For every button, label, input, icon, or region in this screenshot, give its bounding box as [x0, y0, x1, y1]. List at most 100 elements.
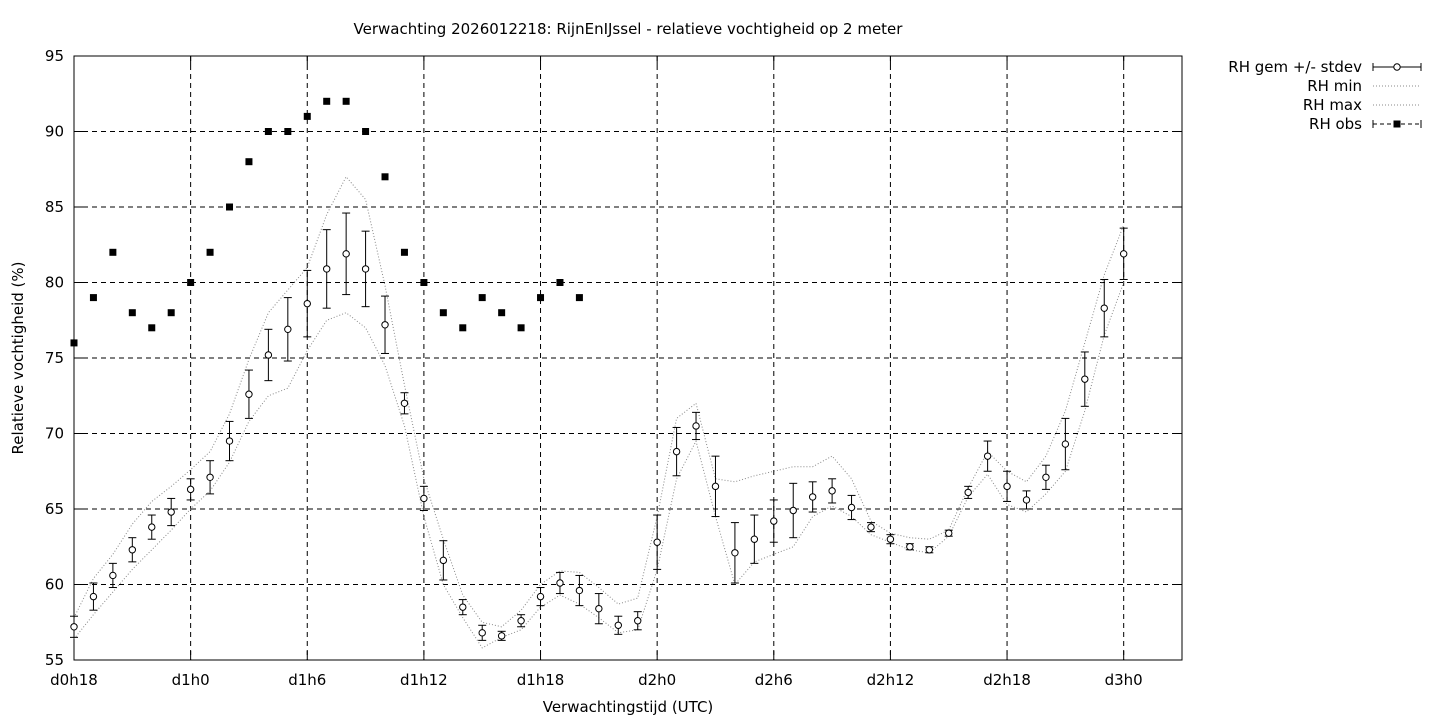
rh-obs-point [109, 248, 117, 256]
y-tick-label: 70 [45, 425, 64, 443]
rh-mean-point [672, 447, 681, 456]
x-tick-label: d1h12 [400, 671, 448, 689]
grid-lines [73, 56, 1182, 660]
rh-mean-point [148, 523, 156, 531]
y-tick-label: 75 [45, 349, 64, 367]
rh-mean-point [109, 571, 117, 580]
legend-label-obs: RH obs [1309, 115, 1362, 133]
x-tick-label: d3h0 [1105, 671, 1143, 689]
y-tick-label: 55 [45, 651, 64, 669]
rh-obs-point [323, 97, 331, 105]
rh-mean-point [828, 487, 836, 495]
x-tick-label: d1h18 [517, 671, 565, 689]
rh-mean-point [361, 265, 370, 273]
rh-obs-point [70, 339, 78, 347]
rh-mean-point [770, 517, 778, 525]
rh-mean-point [1061, 440, 1070, 448]
rh-mean-point [206, 473, 214, 481]
legend-sample-obs-marker [1393, 120, 1401, 128]
rh-mean-point [634, 617, 642, 625]
rh-mean-point [983, 452, 992, 460]
rh-obs-point [400, 248, 408, 256]
rh-mean-point [439, 556, 448, 565]
rh-obs-point [575, 294, 583, 302]
rh-obs-point [556, 279, 564, 286]
x-tick-label: d1h0 [172, 671, 210, 689]
rh-obs-point [439, 309, 447, 317]
x-axis-label: Verwachtingstijd (UTC) [543, 698, 714, 716]
rh-mean-point [1119, 250, 1128, 258]
rh-obs-point [226, 203, 234, 211]
rh-mean-point [167, 508, 175, 516]
x-tick-label: d2h12 [867, 671, 915, 689]
rh-mean-point [245, 390, 253, 398]
rh-mean-point [1022, 496, 1031, 504]
rh-obs-point [498, 309, 506, 317]
rh-mean-point [614, 621, 622, 629]
rh-obs-point [128, 309, 136, 317]
rh-mean-point [711, 482, 720, 491]
rh-obs-point [206, 248, 214, 256]
rh-mean-point [964, 488, 972, 497]
rh-mean-point [750, 535, 759, 543]
legend-label-min: RH min [1307, 77, 1362, 95]
rh-obs-point [303, 112, 311, 120]
rh-mean-point [400, 399, 409, 407]
y-tick-label: 80 [45, 274, 64, 292]
rh-obs-point [478, 294, 486, 302]
rh-mean-point [323, 265, 331, 273]
y-tick-label: 60 [45, 576, 64, 594]
rh-obs-point [264, 128, 272, 135]
x-tick-label: d2h6 [755, 671, 793, 689]
rh-mean-point [303, 299, 311, 308]
rh-mean-point [1042, 473, 1050, 481]
rh-mean-point [847, 503, 856, 512]
rh-mean-point [595, 604, 603, 613]
rh-mean-point [692, 422, 700, 430]
chart-title: Verwachting 2026012218: RijnEnIJssel - r… [354, 20, 904, 38]
x-tick-label: d1h6 [288, 671, 326, 689]
rh-mean-point [225, 437, 234, 445]
rh-obs-point [89, 294, 97, 302]
rh-mean-point [731, 549, 739, 557]
rh-obs-point [381, 173, 389, 181]
rh-obs-point [362, 128, 370, 135]
y-axis-label: Relatieve vochtigheid (%) [9, 261, 27, 454]
x-tick-label: d2h18 [983, 671, 1031, 689]
y-tick-label: 85 [45, 198, 64, 216]
rh-mean-point [342, 250, 350, 258]
rh-obs-point [245, 158, 253, 166]
rh-max-line [73, 175, 1125, 628]
y-tick-label: 90 [45, 123, 64, 141]
rh-obs-point [342, 97, 350, 105]
rh-mean-point [264, 351, 273, 359]
rh-obs-point [148, 324, 156, 332]
rh-mean-point [186, 485, 195, 494]
rh-mean-point [867, 523, 875, 531]
rh-mean-point [70, 623, 78, 631]
x-tick-label: d2h0 [638, 671, 676, 689]
rh-mean-point [1003, 482, 1011, 491]
series [70, 97, 1128, 649]
rh-mean-point [536, 592, 545, 601]
rh-mean-point [420, 494, 428, 503]
rh-mean-point [478, 629, 486, 637]
rh-mean-point [653, 538, 661, 546]
rh-obs-point [187, 279, 195, 286]
rh-mean-point [886, 535, 895, 543]
rh-mean-point [459, 603, 467, 611]
x-tick-label: d0h18 [50, 671, 98, 689]
rh-mean-point [128, 546, 137, 554]
rh-mean-point [1081, 375, 1089, 383]
y-tick-label: 95 [45, 47, 64, 65]
rh-mean-point [789, 506, 797, 515]
legend-label-max: RH max [1303, 96, 1362, 114]
rh-mean-point [381, 321, 389, 329]
y-tick-label: 65 [45, 500, 64, 518]
rh-obs-point [284, 128, 292, 135]
rh-mean-point [808, 493, 817, 501]
rh-obs-point [537, 294, 545, 302]
legend-sample-mean-marker [1393, 63, 1401, 71]
